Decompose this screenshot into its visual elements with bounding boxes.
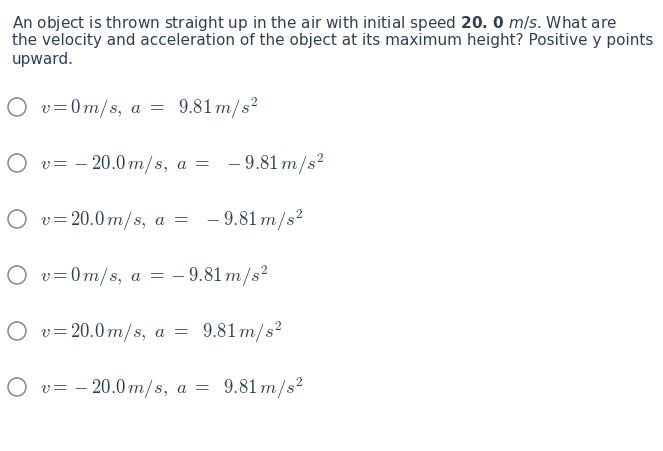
Text: An object is thrown straight up in the air with initial speed $\mathbf{20.\,0}$ : An object is thrown straight up in the a… [12,14,617,33]
Text: $v = 20.0\,m/s,\ a\ =\ \ -9.81\,m/s^2$: $v = 20.0\,m/s,\ a\ =\ \ -9.81\,m/s^2$ [40,207,303,232]
Text: upward.: upward. [12,52,74,67]
Text: $v = 20.0\,m/s,\ a\ =\ \ 9.81\,m/s^2$: $v = 20.0\,m/s,\ a\ =\ \ 9.81\,m/s^2$ [40,318,282,344]
Text: $v = -20.0\,m/s,\ a\ =\ \ -9.81\,m/s^2$: $v = -20.0\,m/s,\ a\ =\ \ -9.81\,m/s^2$ [40,151,324,177]
Text: $v = 0\,m/s,\ a\ =\ \ 9.81\,m/s^2$: $v = 0\,m/s,\ a\ =\ \ 9.81\,m/s^2$ [40,95,258,121]
Text: the velocity and acceleration of the object at its maximum height? Positive y po: the velocity and acceleration of the obj… [12,33,653,48]
Text: $v = -20.0\,m/s,\ a\ =\ \ 9.81\,m/s^2$: $v = -20.0\,m/s,\ a\ =\ \ 9.81\,m/s^2$ [40,374,303,400]
Text: $v = 0\,m/s,\ a\ = -9.81\,m/s^2$: $v = 0\,m/s,\ a\ = -9.81\,m/s^2$ [40,262,269,288]
